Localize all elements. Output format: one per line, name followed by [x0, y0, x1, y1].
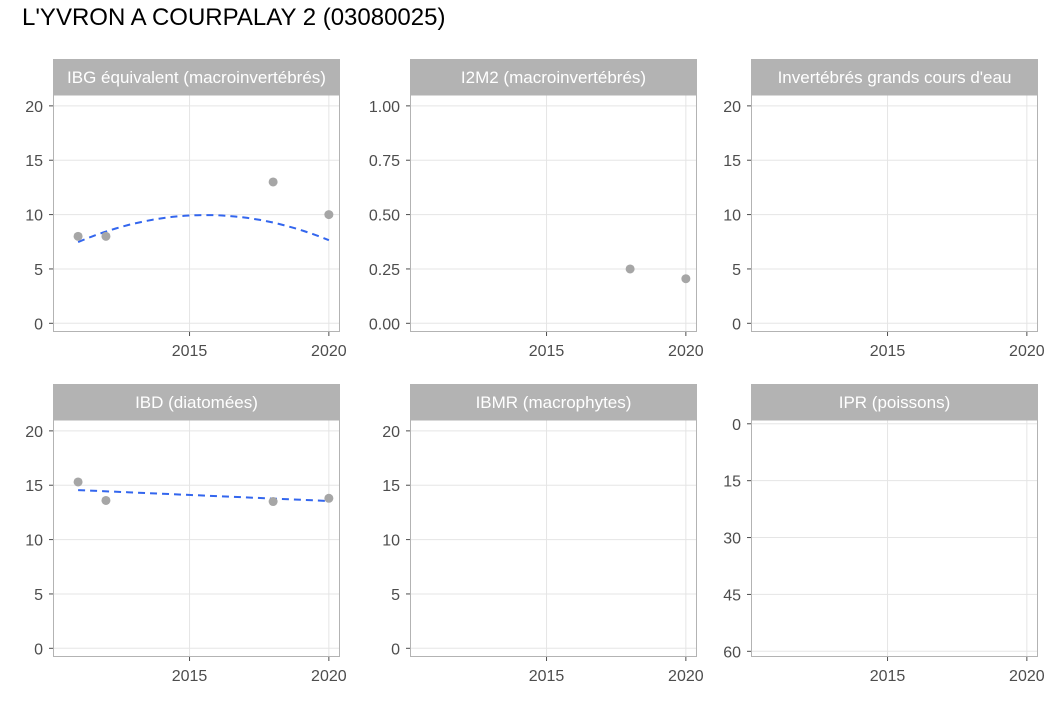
facet-panel-1: IBG équivalent (macroinvertébrés) 0 5 10 15 2…: [25, 59, 347, 360]
plot-area: [53, 420, 340, 657]
x-tick-label: 2015: [870, 343, 906, 360]
facet-panel-3: Invertébrés grands cours d'eau0510152020…: [723, 59, 1045, 360]
y-tick-label: 10: [382, 533, 400, 550]
data-point: [73, 477, 83, 487]
y-tick-label: 5: [391, 587, 400, 604]
facet-strip: [410, 384, 697, 420]
plot-area: [410, 95, 697, 332]
facet-strip: [53, 59, 340, 95]
y-tick-label: 0: [34, 641, 43, 658]
y-tick-label: 10: [723, 208, 741, 225]
y-tick-label: 15: [382, 478, 400, 495]
x-tick-label: 2015: [870, 668, 906, 685]
y-tick-label: 10: [25, 208, 43, 225]
facet-panel-4: IBD (diatomées) 0 5 10 15 20 2015 2020: [25, 384, 347, 685]
data-point: [681, 274, 691, 284]
plot-area: [53, 95, 340, 332]
y-tick-label: 20: [382, 424, 400, 441]
data-point: [73, 231, 83, 241]
x-tick-label: 2020: [311, 343, 347, 360]
x-tick-label: 2015: [529, 343, 565, 360]
y-tick-label: 5: [34, 587, 43, 604]
y-tick-label: 1.00: [369, 99, 400, 116]
y-tick-label: 15: [723, 153, 741, 170]
y-tick-label: 0: [732, 316, 741, 333]
y-tick-label: 0: [732, 417, 741, 434]
plot-area: [410, 420, 697, 657]
data-point: [268, 497, 278, 507]
facet-title: IBMR (macrophytes): [476, 393, 632, 412]
facet-strip: [53, 384, 340, 420]
y-tick-label: 20: [25, 424, 43, 441]
x-tick-label: 2015: [172, 668, 208, 685]
y-tick-label: 20: [723, 99, 741, 116]
facet-panel-6: IPR (poissons) 0 15 30 45 60 2015 2020: [723, 384, 1045, 685]
x-tick-label: 2020: [668, 668, 704, 685]
data-point: [625, 264, 635, 274]
plot-area: [751, 420, 1038, 657]
y-tick-label: 15: [25, 153, 43, 170]
trend-line: [78, 489, 329, 502]
x-tick-label: 2020: [668, 343, 704, 360]
facet-panel-2: I2M2 (macroinvertébrés) 0.00 0.25 0.50 0.75 1…: [369, 59, 704, 360]
y-tick-label: 15: [723, 474, 741, 491]
facet-panel-5: IBMR (macrophytes) 0 5 10 15 20 2015 2020: [382, 384, 704, 685]
plot-area: [751, 95, 1038, 332]
y-tick-label: 0: [34, 316, 43, 333]
facet-title: IPR (poissons): [839, 393, 950, 412]
y-tick-label: 5: [732, 262, 741, 279]
y-tick-label: 10: [25, 533, 43, 550]
data-point: [268, 177, 278, 187]
y-tick-label: 0.25: [369, 262, 400, 279]
y-tick-label: 0.00: [369, 316, 400, 333]
facet-strip: [410, 59, 697, 95]
data-point: [324, 493, 334, 503]
y-tick-label: 0: [391, 641, 400, 658]
y-tick-label: 0.50: [369, 208, 400, 225]
x-tick-label: 2020: [1009, 668, 1045, 685]
y-tick-label: 45: [723, 587, 741, 604]
data-point: [101, 495, 111, 505]
facet-title: I2M2 (macroinvertébrés): [461, 68, 646, 87]
y-tick-label: 15: [25, 478, 43, 495]
y-tick-label: 5: [34, 262, 43, 279]
x-tick-label: 2015: [172, 343, 208, 360]
y-tick-label: 0.75: [369, 153, 400, 170]
facet-strip: [751, 59, 1038, 95]
y-tick-label: 20: [25, 99, 43, 116]
x-tick-label: 2020: [1009, 343, 1045, 360]
y-tick-label: 30: [723, 531, 741, 548]
data-point: [101, 231, 111, 241]
y-tick-label: 60: [723, 644, 741, 661]
facet-title: IBG équivalent (macroinvertébrés): [67, 68, 326, 87]
x-tick-label: 2015: [529, 668, 565, 685]
x-tick-label: 2020: [311, 668, 347, 685]
page-title: L'YVRON A COURPALAY 2 (03080025): [22, 4, 446, 31]
facet-title: Invertébrés grands cours d'eau: [778, 68, 1012, 87]
facet-strip: [751, 384, 1038, 420]
facet-title: IBD (diatomées): [135, 393, 258, 412]
data-point: [324, 210, 334, 220]
